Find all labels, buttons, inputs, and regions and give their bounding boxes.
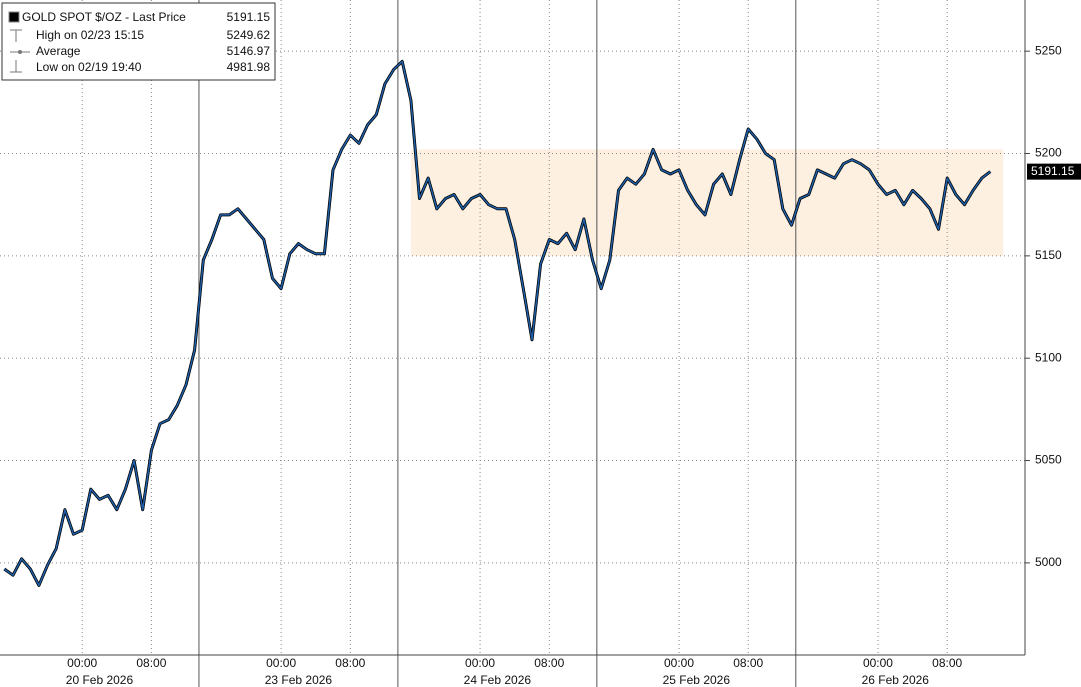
last-price-label: 5191.15	[1031, 164, 1075, 178]
legend-swatch	[8, 11, 20, 23]
legend-label: High on 02/23 15:15	[36, 28, 144, 42]
x-tick-label: 08:00	[335, 656, 365, 670]
date-label: 24 Feb 2026	[464, 673, 532, 687]
y-tick-label: 5200	[1035, 146, 1062, 160]
price-line	[3, 60, 991, 587]
x-tick-label: 08:00	[733, 656, 763, 670]
x-tick-label: 08:00	[534, 656, 564, 670]
x-tick-label: 00:00	[465, 656, 495, 670]
background-layer	[0, 0, 1025, 687]
legend-label: Low on 02/19 19:40	[36, 60, 142, 74]
legend: GOLD SPOT $/OZ - Last Price 5191.15 High…	[1, 2, 276, 81]
x-tick-label: 00:00	[863, 656, 893, 670]
y-tick-label: 5050	[1035, 453, 1062, 467]
legend-box	[1, 2, 276, 81]
legend-title: GOLD SPOT $/OZ - Last Price	[22, 10, 186, 24]
legend-value: 5146.97	[227, 44, 271, 58]
y-tick-label: 5100	[1035, 350, 1062, 364]
date-label: 26 Feb 2026	[862, 673, 930, 687]
y-tick-label: 5000	[1035, 555, 1062, 569]
last-price-tag	[1027, 163, 1081, 180]
legend-icon	[18, 50, 22, 54]
legend-icon	[10, 60, 22, 73]
legend-label: Average	[36, 44, 81, 58]
x-tick-label: 08:00	[932, 656, 962, 670]
y-tick-label: 5150	[1035, 248, 1062, 262]
plot-layer	[3, 59, 992, 587]
legend-icon	[10, 29, 22, 42]
legend-value: 4981.98	[227, 60, 271, 74]
date-label: 20 Feb 2026	[66, 673, 134, 687]
x-tick-label: 00:00	[664, 656, 694, 670]
date-label: 25 Feb 2026	[663, 673, 731, 687]
legend-value: 5249.62	[227, 28, 271, 42]
x-tick-label: 08:00	[136, 656, 166, 670]
x-tick-label: 00:00	[67, 656, 97, 670]
y-tick-label: 5250	[1035, 43, 1062, 57]
price-line-shadow	[3, 59, 992, 587]
date-label: 23 Feb 2026	[265, 673, 333, 687]
x-tick-label: 00:00	[266, 656, 296, 670]
legend-value: 5191.15	[227, 10, 271, 24]
